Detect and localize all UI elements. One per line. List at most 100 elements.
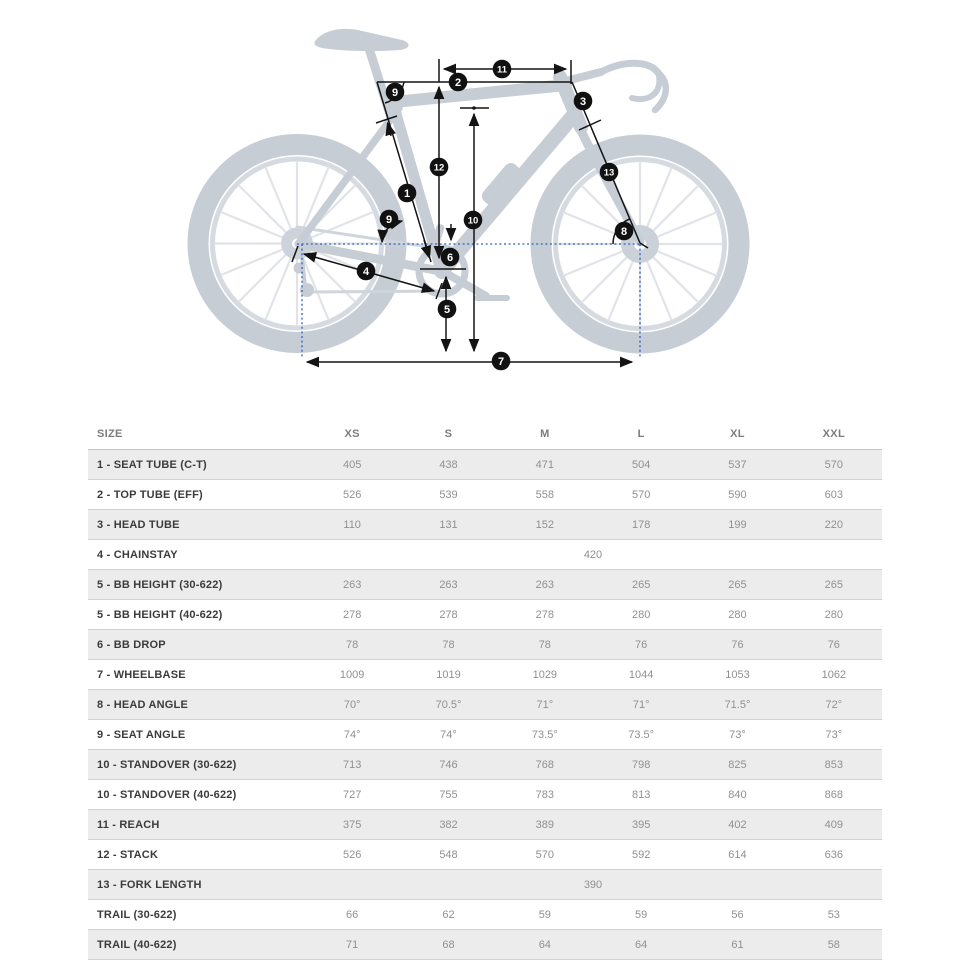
value-cell: 70.5° xyxy=(435,698,462,711)
value-cell: 375 xyxy=(342,818,362,831)
value-cell: 570 xyxy=(824,458,843,471)
value-cell: 438 xyxy=(439,458,458,471)
spoke xyxy=(650,211,717,241)
value-cell: 280 xyxy=(728,608,747,621)
handlebar-icon xyxy=(558,59,669,114)
value-cell: 74° xyxy=(440,728,457,741)
geometry-table: SIZE XS S M L XL XXL 1 - SEAT TUBE (C-T) 405 438… xyxy=(88,418,882,960)
table-row: 4 - CHAINSTAY 420 xyxy=(88,539,882,570)
value-cell: 110 xyxy=(343,518,361,531)
value-cell: 558 xyxy=(535,488,554,501)
callout-9: 9 xyxy=(385,82,405,102)
table-row: 1 - SEAT TUBE (C-T) 405 438 471 504 537 570 xyxy=(88,449,882,480)
value-cell: 853 xyxy=(824,758,843,771)
value-cell: 59 xyxy=(538,908,551,921)
table-row: TRAIL (30-622) 66 62 59 59 56 53 xyxy=(88,899,882,930)
bike-geometry-diagram: 1 2 3 4 5 6 7 8 9 9 10 11 12 13 xyxy=(0,0,970,400)
value-cell: 526 xyxy=(342,488,362,501)
svg-text:6: 6 xyxy=(447,252,453,264)
table-row: 12 - STACK 526 548 570 592 614 636 xyxy=(88,839,882,870)
value-cell: 73.5° xyxy=(531,728,558,741)
spoke xyxy=(607,254,637,321)
bottle-icon xyxy=(481,163,521,205)
row-label: 5 - BB HEIGHT (40-622) xyxy=(97,608,223,621)
value-cell: 76 xyxy=(827,638,840,651)
value-cell: 727 xyxy=(342,788,362,801)
value-cell: 278 xyxy=(342,608,362,621)
table-header: SIZE XS S M L XL XXL xyxy=(88,418,882,450)
table-row: 13 - FORK LENGTH 390 xyxy=(88,869,882,900)
value-cell: 1009 xyxy=(339,668,365,681)
column-header-m: M xyxy=(540,427,550,440)
value-cell: 263 xyxy=(439,578,458,591)
value-cell: 539 xyxy=(439,488,458,501)
column-header-l: L xyxy=(637,427,645,440)
value-cell: 798 xyxy=(631,758,651,771)
callout-1: 1 xyxy=(397,183,417,203)
value-cell: 1044 xyxy=(628,668,654,681)
column-header-xxl: XXL xyxy=(822,427,845,440)
spoke xyxy=(580,252,632,304)
value-cell: 636 xyxy=(824,848,843,861)
value-cell: 64 xyxy=(635,938,648,951)
value-cell: 471 xyxy=(535,458,554,471)
column-header-s: S xyxy=(444,427,453,440)
row-label: TRAIL (30-622) xyxy=(97,908,177,921)
table-row: 5 - BB HEIGHT (40-622) 278 278 278 280 280 280 xyxy=(88,599,882,630)
value-cell: 783 xyxy=(535,788,554,801)
spoke xyxy=(220,247,287,276)
value-cell: 71 xyxy=(346,938,359,951)
row-label: 2 - TOP TUBE (EFF) xyxy=(97,488,203,501)
row-label: 1 - SEAT TUBE (C-T) xyxy=(97,458,207,471)
row-label: 10 - STANDOVER (40-622) xyxy=(97,788,237,801)
row-label: 7 - WHEELBASE xyxy=(97,668,186,681)
value-cell: 755 xyxy=(439,788,458,801)
value-cell: 76 xyxy=(635,638,648,651)
value-cell: 66 xyxy=(346,908,359,921)
value-cell: 389 xyxy=(535,818,554,831)
table-row: 2 - TOP TUBE (EFF) 526 539 558 570 590 603 xyxy=(88,479,882,510)
value-cell: 199 xyxy=(728,518,747,531)
value-cell-span: 420 xyxy=(583,548,603,561)
value-cell: 78 xyxy=(538,638,551,651)
value-cell: 131 xyxy=(439,518,458,531)
value-cell: 614 xyxy=(728,848,747,861)
column-header-size: SIZE xyxy=(97,427,123,440)
svg-text:1: 1 xyxy=(404,188,410,200)
value-cell: 713 xyxy=(342,758,362,771)
callout-9: 9 xyxy=(379,209,399,229)
value-cell: 58 xyxy=(827,938,840,951)
value-cell: 526 xyxy=(342,848,362,861)
value-cell: 382 xyxy=(439,818,458,831)
value-cell: 537 xyxy=(728,458,747,471)
value-cell: 395 xyxy=(631,818,651,831)
svg-text:9: 9 xyxy=(386,214,392,226)
spoke xyxy=(643,167,673,234)
column-header-xs: XS xyxy=(344,427,360,440)
table-row: 3 - HEAD TUBE 110 131 152 178 199 220 xyxy=(88,509,882,540)
value-cell: 746 xyxy=(439,758,458,771)
value-cell: 62 xyxy=(442,908,455,921)
value-cell: 73° xyxy=(825,728,843,741)
spoke xyxy=(220,211,287,240)
value-cell: 78 xyxy=(442,638,455,651)
value-cell: 74° xyxy=(343,728,361,741)
value-cell: 405 xyxy=(342,458,362,471)
row-label: 13 - FORK LENGTH xyxy=(97,878,202,891)
callout-4: 4 xyxy=(356,261,376,281)
value-cell: 570 xyxy=(535,848,554,861)
value-cell: 590 xyxy=(728,488,747,501)
value-cell: 603 xyxy=(824,488,843,501)
callout-3: 3 xyxy=(573,91,593,111)
value-cell: 73° xyxy=(729,728,746,741)
value-cell: 73.5° xyxy=(628,728,655,741)
table-row: 9 - SEAT ANGLE 74° 74° 73.5° 73.5° 73° 73° xyxy=(88,719,882,750)
value-cell: 265 xyxy=(631,578,651,591)
svg-text:11: 11 xyxy=(497,64,508,75)
value-cell: 265 xyxy=(728,578,747,591)
callout-5: 5 xyxy=(437,299,457,319)
svg-text:8: 8 xyxy=(621,226,627,238)
value-cell: 504 xyxy=(631,458,651,471)
